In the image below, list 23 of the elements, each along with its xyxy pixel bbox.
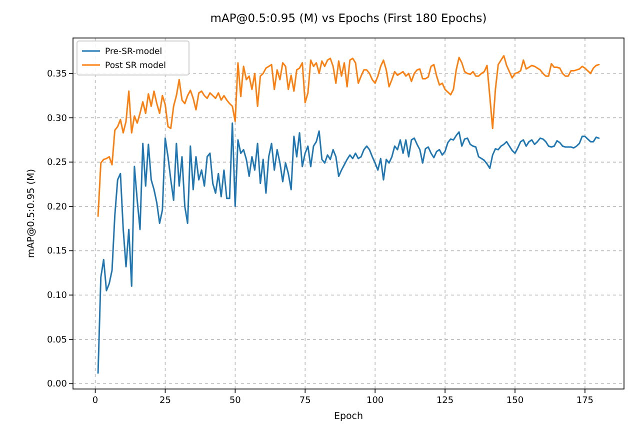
y-tick-label: 0.10 — [46, 291, 68, 302]
y-axis-title: mAP@0.5:0.95 (M) — [26, 168, 37, 258]
legend-label: Post SR model — [105, 61, 166, 71]
x-tick-label: 0 — [92, 396, 98, 406]
y-tick-label: 0.00 — [46, 380, 68, 390]
y-tick-label: 0.05 — [46, 335, 67, 346]
x-tick-label: 50 — [229, 396, 242, 406]
line-series — [97, 54, 600, 217]
y-tick-label: 0.15 — [46, 246, 67, 257]
x-tick-label: 125 — [436, 396, 454, 406]
x-tick-label: 100 — [366, 396, 384, 406]
y-tick-label: 0.30 — [46, 114, 68, 124]
x-tick-label: 75 — [299, 396, 311, 406]
x-tick-label: 150 — [506, 396, 524, 406]
line-series — [97, 122, 600, 374]
y-tick-label: 0.20 — [46, 202, 68, 212]
x-axis-title: Epoch — [334, 411, 364, 422]
chart-title: mAP@0.5:0.95 (M) vs Epochs (First 180 Epochs) — [210, 11, 487, 25]
y-tick-label: 0.25 — [46, 158, 67, 168]
x-tick-label: 175 — [576, 396, 594, 406]
x-tick-label: 25 — [159, 396, 171, 406]
legend-label: Pre-SR-model — [105, 47, 162, 57]
y-tick-label: 0.35 — [46, 69, 67, 80]
